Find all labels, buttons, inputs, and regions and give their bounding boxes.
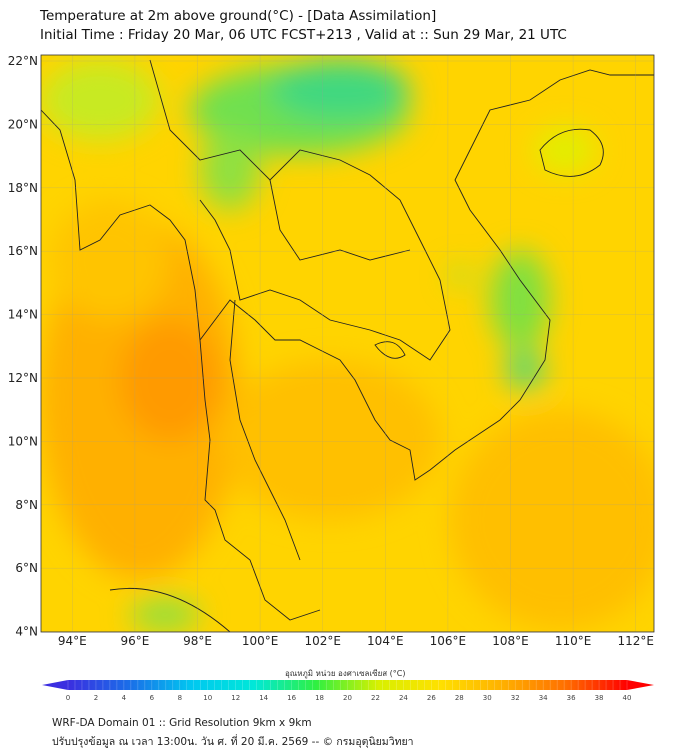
colorbar-tick: 38	[595, 694, 604, 702]
colorbar-tick: 14	[259, 694, 268, 702]
lon-label: 110°E	[555, 634, 592, 648]
colorbar-label: อุณหภูมิ หน่วย องศาเซลเซียส (°C)	[285, 669, 406, 678]
colorbar-tick: 24	[399, 694, 408, 702]
chart-title: Temperature at 2m above ground(°C) - [Da…	[40, 8, 437, 24]
lon-label: 106°E	[430, 634, 467, 648]
colorbar-tick: 10	[203, 694, 212, 702]
temperature-field	[41, 55, 654, 632]
colorbar-min-extension	[42, 680, 68, 690]
lon-label: 104°E	[367, 634, 404, 648]
colorbar-tick: 20	[343, 694, 352, 702]
lat-label: 20°N	[8, 117, 38, 131]
lon-label: 100°E	[242, 634, 279, 648]
lat-label: 16°N	[8, 244, 38, 258]
chart-subtitle: Initial Time : Friday 20 Mar, 06 UTC FCS…	[40, 27, 567, 43]
colorbar-tick: 16	[287, 694, 296, 702]
temperature-map: 94°E 96°E 98°E 100°E 102°E 104°E 106°E 108°E 110…	[8, 54, 655, 648]
lat-label: 6°N	[15, 561, 38, 575]
lon-label: 96°E	[120, 634, 149, 648]
lon-label: 108°E	[492, 634, 529, 648]
colorbar-max-extension	[627, 680, 654, 690]
lat-label: 22°N	[8, 54, 38, 68]
lat-label: 10°N	[8, 434, 38, 448]
colorbar-tick: 26	[427, 694, 436, 702]
colorbar-tick: 28	[455, 694, 464, 702]
colorbar-tick: 40	[623, 694, 632, 702]
map-frame	[40, 54, 655, 633]
colorbar-tick: 0	[66, 694, 70, 702]
colorbar-tick: 8	[178, 694, 182, 702]
colorbar-tick: 30	[483, 694, 492, 702]
lat-label: 14°N	[8, 308, 38, 322]
colorbar: 0 2 4 6 8 10 12 14 16 18 20 22 24 26 28 30 32 34 36 38 40	[42, 680, 654, 702]
lon-label: 94°E	[58, 634, 87, 648]
colorbar-gradient	[68, 680, 627, 690]
lat-label: 8°N	[15, 498, 38, 512]
colorbar-tick: 36	[567, 694, 576, 702]
lon-label: 112°E	[617, 634, 654, 648]
coastlines-and-borders	[41, 59, 654, 632]
lon-label: 102°E	[304, 634, 341, 648]
lon-label: 98°E	[183, 634, 212, 648]
colorbar-tick: 34	[539, 694, 548, 702]
colorbar-tick: 22	[371, 694, 380, 702]
colorbar-tick: 2	[94, 694, 98, 702]
model-info: WRF-DA Domain 01 :: Grid Resolution 9km …	[52, 717, 312, 729]
lat-label: 18°N	[8, 181, 38, 195]
update-credit: ปรับปรุงข้อมูล ณ เวลา 13:00น. วัน ศ. ที่…	[52, 736, 414, 748]
lat-label: 4°N	[15, 625, 38, 639]
lat-label: 12°N	[8, 371, 38, 385]
colorbar-tick: 12	[231, 694, 240, 702]
colorbar-tick: 32	[511, 694, 520, 702]
colorbar-tick: 18	[315, 694, 324, 702]
colorbar-tick: 6	[150, 694, 155, 702]
colorbar-tick: 4	[122, 694, 127, 702]
